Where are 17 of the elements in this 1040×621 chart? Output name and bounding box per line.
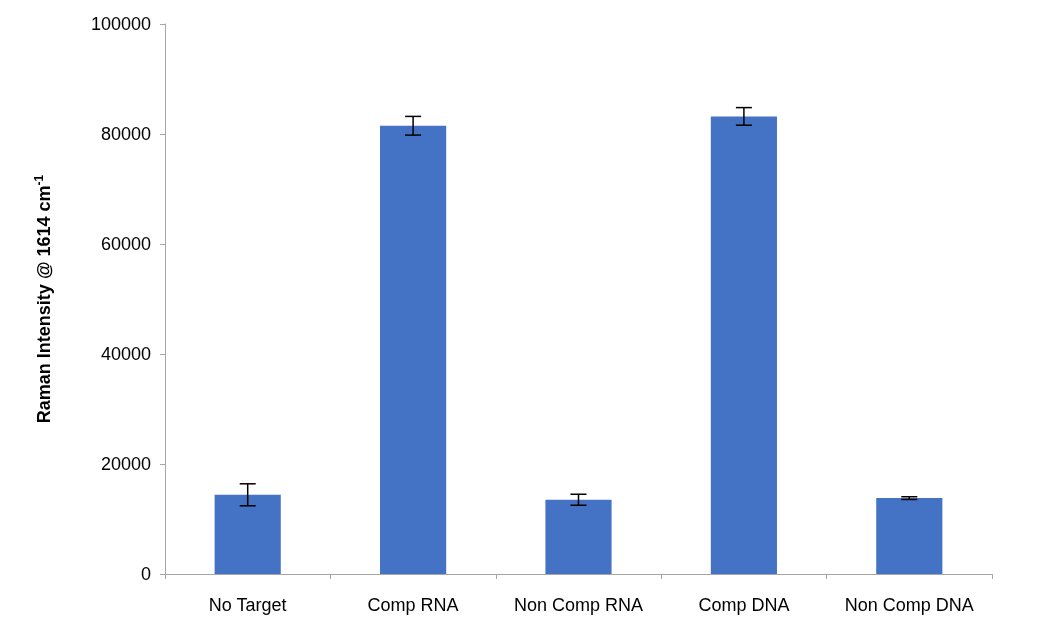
x-tick-label: No Target (208, 595, 287, 615)
y-tick-label: 20000 (100, 454, 151, 474)
y-tick-label: 0 (140, 564, 151, 584)
bar (876, 498, 943, 574)
x-tick-label: Non Comp DNA (844, 595, 974, 615)
y-tick-label: 40000 (100, 344, 151, 364)
y-axis-title: Raman Intensity @ 1614 cm-1 (32, 174, 54, 424)
y-tick-label: 100000 (90, 14, 151, 34)
bar (214, 494, 281, 574)
bar (545, 499, 612, 574)
x-tick-label: Comp RNA (367, 595, 459, 615)
x-tick-label: Non Comp RNA (513, 595, 644, 615)
bar (380, 125, 447, 574)
y-tick-label: 60000 (100, 234, 151, 254)
bar (710, 116, 777, 574)
y-tick-label: 80000 (100, 124, 151, 144)
x-tick-label: Comp DNA (698, 595, 790, 615)
